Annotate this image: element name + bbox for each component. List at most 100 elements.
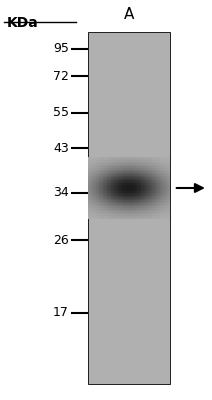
Bar: [160, 190, 162, 191]
Bar: [103, 197, 104, 199]
Bar: [137, 217, 138, 219]
Bar: [140, 210, 141, 211]
Bar: [114, 216, 115, 217]
Bar: [107, 203, 108, 205]
Bar: [151, 210, 152, 211]
Bar: [166, 180, 167, 182]
Bar: [131, 208, 133, 210]
Bar: [110, 193, 111, 194]
Bar: [167, 217, 168, 219]
Bar: [91, 216, 92, 217]
Bar: [140, 176, 141, 177]
Bar: [95, 159, 96, 160]
Bar: [130, 210, 131, 211]
Bar: [98, 171, 99, 173]
Bar: [104, 200, 106, 202]
Bar: [121, 185, 122, 186]
Bar: [140, 193, 141, 194]
Bar: [117, 173, 118, 174]
Bar: [156, 210, 157, 211]
Bar: [151, 179, 152, 180]
Bar: [151, 182, 152, 183]
Bar: [134, 182, 136, 183]
Bar: [144, 210, 145, 211]
Bar: [111, 182, 112, 183]
Bar: [144, 196, 145, 197]
Bar: [117, 162, 118, 164]
Bar: [106, 157, 107, 159]
Bar: [138, 159, 140, 160]
Bar: [136, 176, 137, 177]
Bar: [91, 217, 92, 219]
Bar: [164, 170, 166, 171]
Bar: [110, 174, 111, 176]
Bar: [118, 164, 119, 165]
Bar: [160, 185, 162, 186]
Bar: [127, 174, 129, 176]
Bar: [98, 183, 99, 185]
Bar: [98, 164, 99, 165]
Bar: [151, 166, 152, 168]
Bar: [146, 177, 148, 179]
Bar: [121, 162, 122, 164]
Bar: [96, 177, 98, 179]
Bar: [126, 203, 127, 205]
Bar: [153, 159, 155, 160]
Bar: [92, 211, 93, 212]
Bar: [133, 188, 134, 190]
Bar: [163, 199, 164, 200]
Bar: [93, 199, 95, 200]
Bar: [151, 199, 152, 200]
Bar: [112, 177, 114, 179]
Bar: [136, 182, 137, 183]
Bar: [156, 194, 157, 196]
Bar: [167, 186, 168, 188]
Bar: [123, 180, 125, 182]
Bar: [133, 182, 134, 183]
Bar: [167, 199, 168, 200]
Bar: [168, 160, 170, 162]
Bar: [153, 190, 155, 191]
Bar: [123, 212, 125, 214]
Bar: [106, 211, 107, 212]
Bar: [164, 164, 166, 165]
Bar: [153, 186, 155, 188]
Bar: [91, 211, 92, 212]
Bar: [164, 211, 166, 212]
Bar: [148, 183, 149, 185]
Bar: [160, 211, 162, 212]
Bar: [133, 164, 134, 165]
Bar: [103, 162, 104, 164]
Bar: [160, 197, 162, 199]
Bar: [121, 173, 122, 174]
Bar: [89, 208, 91, 210]
Bar: [137, 157, 138, 159]
Bar: [117, 164, 118, 165]
Bar: [126, 157, 127, 159]
Bar: [152, 208, 153, 210]
Bar: [156, 197, 157, 199]
Bar: [93, 174, 95, 176]
Bar: [107, 185, 108, 186]
Bar: [136, 177, 137, 179]
Bar: [127, 191, 129, 193]
Bar: [163, 166, 164, 168]
Bar: [142, 193, 144, 194]
Bar: [160, 191, 162, 193]
Bar: [142, 185, 144, 186]
Bar: [155, 211, 156, 212]
Bar: [167, 196, 168, 197]
Bar: [164, 180, 166, 182]
Bar: [127, 168, 129, 170]
Bar: [148, 177, 149, 179]
Bar: [106, 193, 107, 194]
Bar: [115, 180, 117, 182]
Bar: [95, 199, 96, 200]
Bar: [103, 185, 104, 186]
Bar: [130, 191, 131, 193]
Bar: [141, 170, 142, 171]
Bar: [108, 160, 110, 162]
Bar: [122, 179, 123, 180]
Bar: [162, 186, 163, 188]
Bar: [96, 193, 98, 194]
